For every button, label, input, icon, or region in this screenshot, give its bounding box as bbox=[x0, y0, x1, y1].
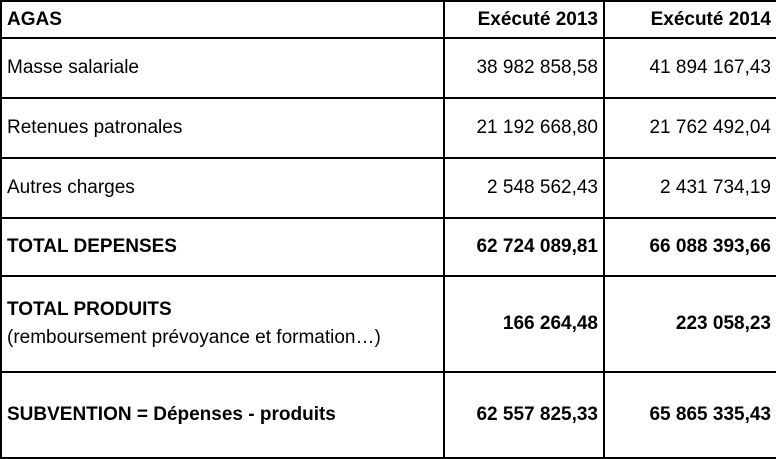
header-2013: Exécuté 2013 bbox=[443, 0, 605, 39]
row-label: SUBVENTION = Dépenses - produits bbox=[0, 371, 445, 459]
header-row: AGAS Exécuté 2013 Exécuté 2014 bbox=[0, 0, 776, 39]
row-subvention: SUBVENTION = Dépenses - produits 62 557 … bbox=[0, 371, 776, 459]
row-total-produits: TOTAL PRODUITS (remboursement prévoyance… bbox=[0, 275, 776, 373]
row-label: Autres charges bbox=[0, 157, 445, 219]
value-2013: 38 982 858,58 bbox=[443, 37, 605, 99]
row-autres-charges: Autres charges 2 548 562,43 2 431 734,19 bbox=[0, 157, 776, 219]
row-label: Retenues patronales bbox=[0, 97, 445, 159]
row-label-cell: TOTAL PRODUITS (remboursement prévoyance… bbox=[0, 275, 445, 373]
value-2013: 2 548 562,43 bbox=[443, 157, 605, 219]
row-total-depenses: TOTAL DEPENSES 62 724 089,81 66 088 393,… bbox=[0, 217, 776, 277]
row-label: Masse salariale bbox=[0, 37, 445, 99]
value-2013: 166 264,48 bbox=[443, 275, 605, 373]
row-masse-salariale: Masse salariale 38 982 858,58 41 894 167… bbox=[0, 37, 776, 99]
value-2014: 65 865 335,43 bbox=[603, 371, 776, 459]
value-2014: 41 894 167,43 bbox=[603, 37, 776, 99]
value-2014: 21 762 492,04 bbox=[603, 97, 776, 159]
row-retenues-patronales: Retenues patronales 21 192 668,80 21 762… bbox=[0, 97, 776, 159]
header-agas: AGAS bbox=[0, 0, 445, 39]
value-2014: 66 088 393,66 bbox=[603, 217, 776, 277]
row-label: TOTAL PRODUITS bbox=[7, 299, 172, 320]
value-2013: 62 557 825,33 bbox=[443, 371, 605, 459]
row-label: TOTAL DEPENSES bbox=[0, 217, 445, 277]
row-note: (remboursement prévoyance et formation…) bbox=[7, 327, 381, 348]
value-2014: 223 058,23 bbox=[603, 275, 776, 373]
value-2013: 21 192 668,80 bbox=[443, 97, 605, 159]
value-2014: 2 431 734,19 bbox=[603, 157, 776, 219]
header-2014: Exécuté 2014 bbox=[603, 0, 776, 39]
value-2013: 62 724 089,81 bbox=[443, 217, 605, 277]
